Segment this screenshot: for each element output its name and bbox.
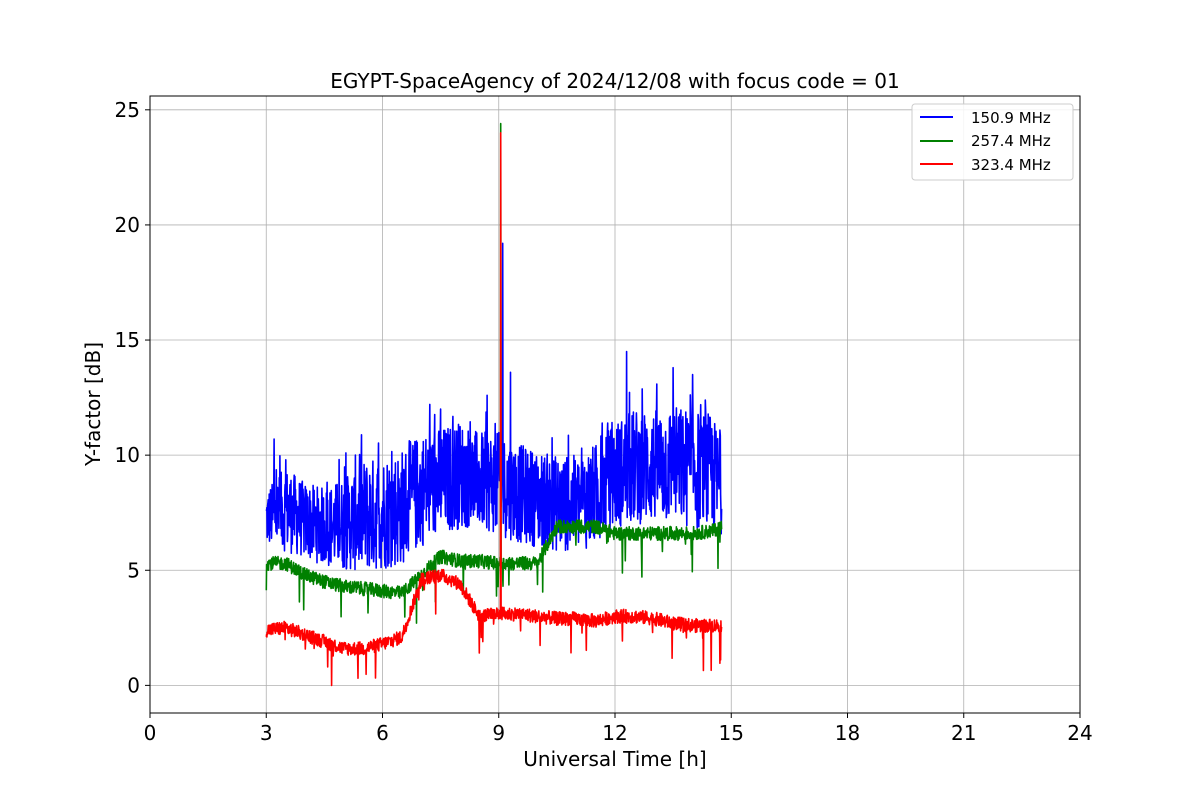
series-3234-line <box>265 132 723 687</box>
series-2574-line <box>265 122 723 624</box>
y-tick-label: 25 <box>115 98 140 122</box>
x-tick-label: 15 <box>719 721 744 745</box>
y-tick-label: 10 <box>115 443 140 467</box>
legend-box <box>911 103 1074 181</box>
x-tick-label: 9 <box>492 721 505 745</box>
x-tick-label: 21 <box>951 721 976 745</box>
series-1509-line <box>265 242 723 571</box>
x-tick-label: 24 <box>1067 721 1092 745</box>
y-tick-label: 15 <box>115 328 140 352</box>
data-series <box>265 122 723 687</box>
x-tick-label: 12 <box>602 721 627 745</box>
axis-ticks: 0 3 6 9 12 15 18 21 24 0 5 10 15 20 25 <box>115 98 1093 745</box>
y-tick-label: 20 <box>115 213 140 237</box>
legend: 150.9 MHz 257.4 MHz 323.4 MHz <box>911 103 1074 181</box>
x-tick-label: 6 <box>376 721 389 745</box>
y-tick-label: 0 <box>127 673 140 697</box>
x-axis-label: Universal Time [h] <box>523 747 706 771</box>
legend-label-257-4: 257.4 MHz <box>971 132 1051 150</box>
legend-label-323-4: 323.4 MHz <box>971 156 1051 174</box>
legend-label-150-9: 150.9 MHz <box>971 109 1051 127</box>
y-tick-label: 5 <box>127 558 140 582</box>
chart-title: EGYPT-SpaceAgency of 2024/12/08 with foc… <box>330 69 899 93</box>
x-tick-label: 0 <box>144 721 157 745</box>
x-tick-label: 18 <box>835 721 860 745</box>
y-axis-label: Y-factor [dB] <box>81 342 105 467</box>
x-tick-label: 3 <box>260 721 273 745</box>
